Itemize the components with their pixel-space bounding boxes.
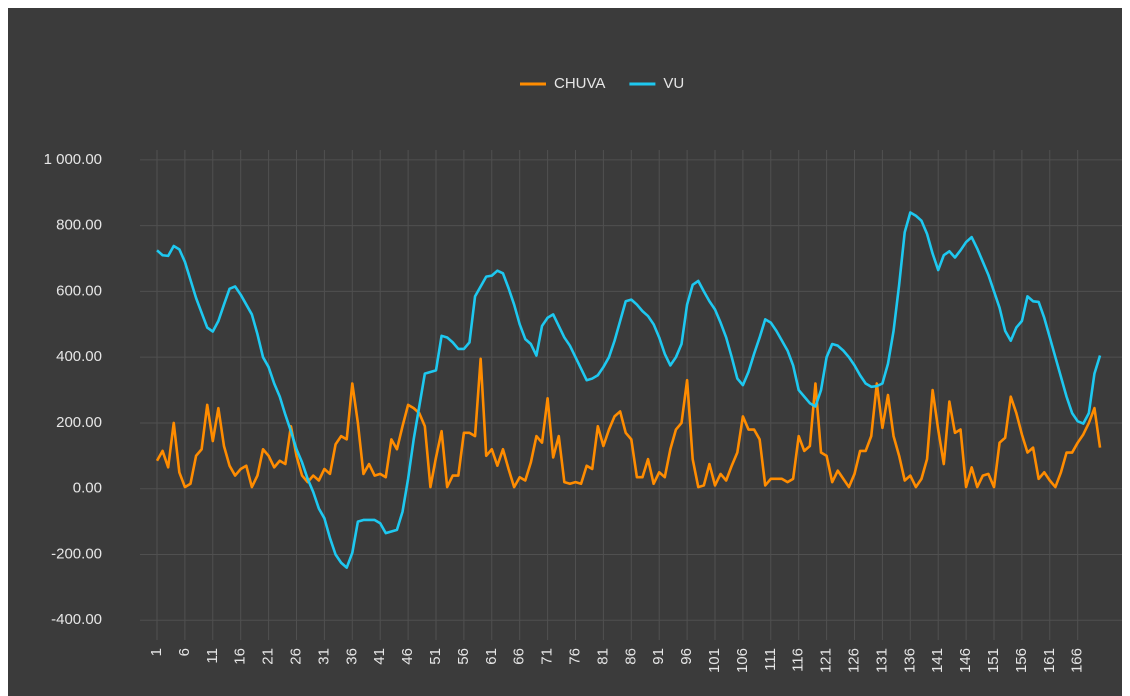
x-tick-label: 91 bbox=[650, 648, 667, 665]
x-tick-label: 11 bbox=[204, 648, 221, 664]
y-tick-label: 0.00 bbox=[73, 480, 102, 497]
x-tick-label: 121 bbox=[818, 648, 835, 673]
x-tick-label: 161 bbox=[1041, 648, 1058, 673]
x-tick-label: 146 bbox=[957, 648, 974, 673]
x-tick-label: 156 bbox=[1013, 648, 1030, 673]
y-tick-label: 1 000.00 bbox=[44, 151, 102, 168]
y-tick-label: 400.00 bbox=[56, 348, 102, 365]
legend-label: CHUVA bbox=[554, 75, 605, 92]
x-tick-label: 46 bbox=[399, 648, 416, 665]
x-tick-label: 106 bbox=[734, 648, 751, 673]
x-tick-label: 61 bbox=[483, 648, 500, 665]
x-tick-label: 86 bbox=[622, 648, 639, 665]
x-tick-label: 151 bbox=[985, 648, 1002, 673]
x-tick-label: 111 bbox=[762, 648, 779, 671]
y-tick-label: 800.00 bbox=[56, 217, 102, 234]
x-tick-label: 131 bbox=[873, 648, 890, 673]
x-tick-label: 96 bbox=[678, 648, 695, 665]
x-tick-label: 116 bbox=[790, 648, 807, 672]
x-tick-label: 1 bbox=[148, 648, 165, 656]
y-tick-label: -200.00 bbox=[51, 545, 102, 562]
x-tick-label: 26 bbox=[287, 648, 304, 665]
y-tick-label: -400.00 bbox=[51, 611, 102, 628]
chart-background bbox=[8, 8, 1122, 696]
x-tick-label: 101 bbox=[706, 648, 723, 673]
x-tick-label: 51 bbox=[427, 648, 444, 665]
x-tick-label: 136 bbox=[901, 648, 918, 673]
x-tick-label: 81 bbox=[594, 648, 611, 665]
x-tick-label: 76 bbox=[566, 648, 583, 665]
series-line bbox=[156, 211, 1102, 569]
y-tick-label: 200.00 bbox=[56, 414, 102, 431]
x-tick-label: 71 bbox=[539, 648, 556, 665]
x-tick-label: 41 bbox=[371, 648, 388, 665]
series-line bbox=[155, 357, 1102, 489]
x-tick-label: 21 bbox=[260, 648, 277, 665]
x-tick-label: 66 bbox=[511, 648, 528, 665]
x-tick-label: 126 bbox=[845, 648, 862, 673]
x-tick-label: 6 bbox=[176, 648, 193, 656]
x-tick-label: 141 bbox=[929, 648, 946, 673]
y-tick-label: 600.00 bbox=[56, 282, 102, 299]
x-tick-label: 56 bbox=[455, 648, 472, 665]
x-tick-label: 16 bbox=[232, 648, 249, 665]
x-tick-label: 166 bbox=[1069, 648, 1086, 673]
x-tick-label: 36 bbox=[343, 648, 360, 665]
x-tick-label: 31 bbox=[315, 648, 332, 665]
legend-label: VU bbox=[663, 75, 684, 92]
